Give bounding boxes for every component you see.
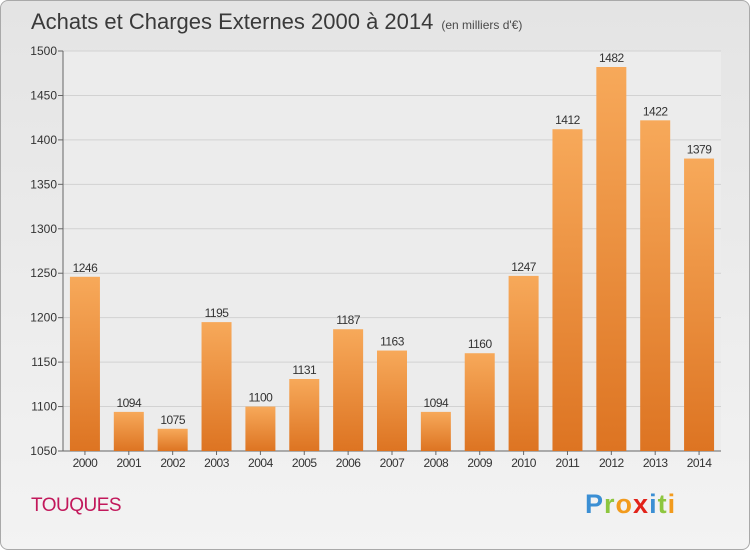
x-tick-label: 2005 bbox=[292, 456, 318, 470]
data-label: 1247 bbox=[511, 260, 537, 274]
location-label: TOUQUES bbox=[31, 495, 122, 516]
bar bbox=[464, 353, 495, 451]
chart-subtitle: (en milliers d'€) bbox=[441, 18, 523, 32]
data-label: 1412 bbox=[555, 113, 581, 127]
x-tick-label: 2010 bbox=[511, 456, 537, 470]
y-tick-label: 1500 bbox=[30, 44, 57, 58]
chart-title-text: Achats et Charges Externes 2000 à 2014 bbox=[31, 9, 434, 34]
data-label: 1160 bbox=[468, 337, 493, 351]
data-label: 1195 bbox=[205, 306, 230, 320]
bar bbox=[157, 428, 188, 451]
x-tick-label: 2013 bbox=[643, 456, 669, 470]
x-tick-label: 2000 bbox=[73, 456, 99, 470]
bar bbox=[201, 322, 232, 451]
logo-letter: i bbox=[649, 489, 658, 519]
chart-title: Achats et Charges Externes 2000 à 2014 (e… bbox=[31, 9, 522, 35]
x-tick-label: 2003 bbox=[204, 456, 230, 470]
y-tick-label: 1350 bbox=[30, 177, 57, 191]
data-label: 1163 bbox=[380, 335, 405, 349]
logo-letter: P bbox=[585, 489, 605, 519]
y-tick-label: 1050 bbox=[30, 444, 57, 458]
data-label: 1187 bbox=[336, 313, 361, 327]
logo-letter: o bbox=[615, 489, 634, 519]
x-tick-label: 2014 bbox=[687, 456, 713, 470]
data-label: 1075 bbox=[160, 413, 186, 427]
logo-letter: r bbox=[604, 489, 616, 519]
x-tick-label: 2001 bbox=[116, 456, 142, 470]
x-tick-label: 2008 bbox=[424, 456, 450, 470]
logo-letter: i bbox=[667, 489, 677, 519]
bar bbox=[377, 350, 407, 451]
bar bbox=[508, 275, 539, 451]
bar bbox=[245, 406, 276, 451]
bar bbox=[552, 129, 583, 451]
x-tick-label: 2007 bbox=[380, 456, 406, 470]
data-label: 1482 bbox=[599, 51, 625, 65]
data-label: 1094 bbox=[424, 396, 450, 410]
data-label: 1131 bbox=[292, 363, 317, 377]
bar bbox=[420, 411, 451, 451]
data-label: 1379 bbox=[687, 143, 713, 157]
x-tick-label: 2012 bbox=[599, 456, 625, 470]
data-label: 1422 bbox=[643, 104, 669, 118]
bar bbox=[333, 329, 364, 451]
logo-letter: t bbox=[657, 489, 668, 519]
data-label: 1094 bbox=[116, 396, 142, 410]
y-tick-label: 1250 bbox=[30, 266, 57, 280]
bar bbox=[640, 120, 671, 451]
y-tick-label: 1150 bbox=[31, 355, 57, 369]
y-tick-label: 1450 bbox=[30, 88, 57, 102]
bar bbox=[289, 379, 320, 451]
y-tick-label: 1400 bbox=[30, 133, 57, 147]
y-tick-label: 1300 bbox=[30, 222, 57, 236]
x-tick-label: 2004 bbox=[248, 456, 274, 470]
y-tick-label: 1200 bbox=[30, 311, 57, 325]
x-tick-label: 2002 bbox=[160, 456, 186, 470]
proxiti-logo: Proxiti bbox=[585, 489, 676, 520]
data-label: 1246 bbox=[73, 261, 99, 275]
bar bbox=[684, 158, 715, 452]
x-tick-label: 2011 bbox=[556, 456, 581, 470]
x-tick-label: 2006 bbox=[336, 456, 362, 470]
bar bbox=[113, 411, 144, 451]
y-tick-label: 1100 bbox=[31, 400, 57, 414]
data-label: 1100 bbox=[248, 391, 273, 405]
x-tick-label: 2009 bbox=[467, 456, 493, 470]
bar bbox=[69, 276, 100, 451]
logo-letter: x bbox=[633, 489, 650, 519]
bar bbox=[596, 67, 627, 451]
